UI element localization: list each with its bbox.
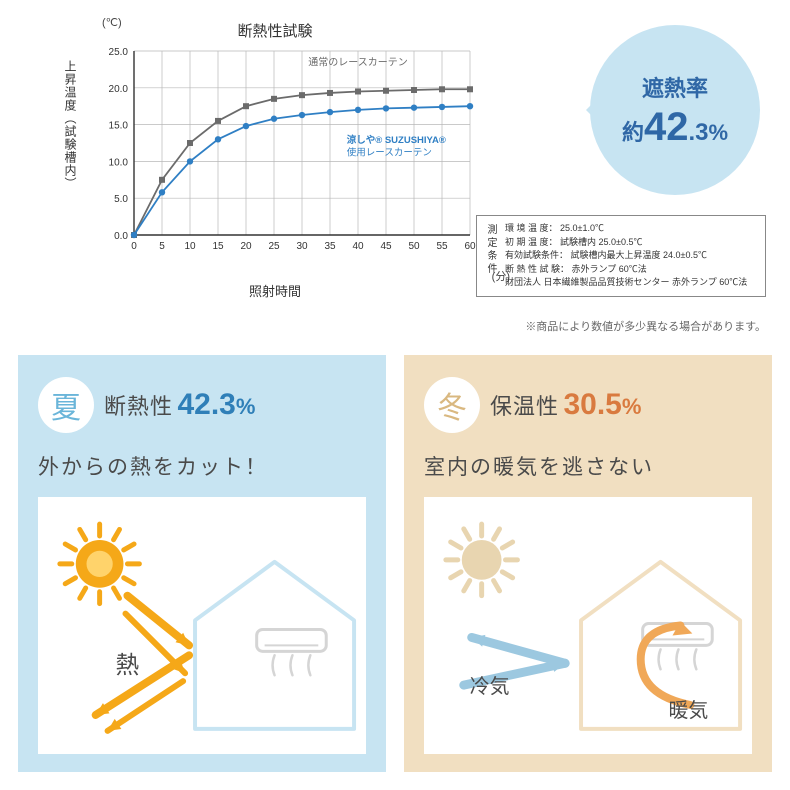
bubble-value: 約42.3% <box>622 105 728 150</box>
summer-value: 42.3 <box>177 388 235 421</box>
bubble-int: 42 <box>644 105 689 149</box>
svg-text:15: 15 <box>212 241 224 252</box>
chart-area: 断熱性試験 (℃) 上昇温度（試験槽内） 0.05.010.015.020.02… <box>70 20 480 270</box>
svg-text:50: 50 <box>408 241 420 252</box>
x-axis-label: 照射時間 <box>70 281 480 300</box>
conditions-label: 測定条件 <box>483 224 498 276</box>
winter-card: 冬 保温性 30.5% 室内の暖気を逃さない 冷気暖気 <box>404 355 772 772</box>
svg-text:冷気: 冷気 <box>470 676 510 698</box>
bubble-dec: .3 <box>688 119 708 146</box>
svg-text:10: 10 <box>184 241 196 252</box>
svg-text:35: 35 <box>324 241 336 252</box>
svg-text:10.0: 10.0 <box>109 157 129 168</box>
summer-illustration: 熱 <box>38 497 366 754</box>
winter-value: 30.5 <box>563 388 621 421</box>
summer-head-text: 断熱性 42.3% <box>104 388 255 422</box>
summer-card: 夏 断熱性 42.3% 外からの熱をカット！ 熱 <box>18 355 386 772</box>
winter-svg: 冷気暖気 <box>424 497 752 754</box>
svg-text:0: 0 <box>131 241 137 252</box>
svg-text:通常のレースカーテン: 通常のレースカーテン <box>308 56 408 69</box>
summer-svg: 熱 <box>38 497 366 754</box>
svg-text:熱: 熱 <box>116 652 140 679</box>
winter-badge: 冬 <box>424 377 480 433</box>
chart-title: 断熱性試験 <box>70 20 480 41</box>
conditions-rows: 環 境 温 度： 25.0±1.0℃初 期 温 度： 試験槽内 25.0±0.5… <box>505 222 757 290</box>
y-axis-unit: (℃) <box>102 16 122 29</box>
winter-head: 冬 保温性 30.5% <box>424 377 752 433</box>
svg-text:55: 55 <box>436 241 448 252</box>
summer-subtitle: 外からの熱をカット！ <box>38 451 366 481</box>
condition-row: 環 境 温 度： 25.0±1.0℃ <box>505 222 757 236</box>
bottom-section: 夏 断熱性 42.3% 外からの熱をカット！ 熱 冬 保温性 30.5% 室内の… <box>18 355 772 772</box>
condition-row: 初 期 温 度： 試験槽内 25.0±0.5℃ <box>505 236 757 250</box>
winter-head-text: 保温性 30.5% <box>490 388 641 422</box>
svg-text:25.0: 25.0 <box>109 47 129 58</box>
svg-text:20: 20 <box>240 241 252 252</box>
summer-pct: % <box>236 394 256 419</box>
svg-text:5: 5 <box>159 241 165 252</box>
condition-row: 有効試験条件： 試験槽内最大上昇温度 24.0±0.5℃ <box>505 249 757 263</box>
winter-pct: % <box>622 394 642 419</box>
svg-text:使用レースカーテン: 使用レースカーテン <box>347 147 432 159</box>
svg-text:20.0: 20.0 <box>109 84 129 95</box>
condition-row: 断 熱 性 試 験： 赤外ランプ 60℃法 <box>505 263 757 277</box>
svg-text:涼しや® SUZUSHIYA®: 涼しや® SUZUSHIYA® <box>347 134 446 146</box>
svg-text:30: 30 <box>296 241 308 252</box>
summer-badge: 夏 <box>38 377 94 433</box>
bubble-approx: 約 <box>622 120 644 145</box>
summer-head: 夏 断熱性 42.3% <box>38 377 366 433</box>
disclaimer-text: ※商品により数値が多少異なる場合があります。 <box>525 318 766 334</box>
y-axis-label: 上昇温度（試験槽内） <box>62 60 79 190</box>
bubble-title: 遮熱率 <box>642 71 708 103</box>
svg-text:60: 60 <box>464 241 476 252</box>
svg-text:暖気: 暖気 <box>669 700 709 722</box>
measurement-conditions: 測定条件 環 境 温 度： 25.0±1.0℃初 期 温 度： 試験槽内 25.… <box>476 215 766 297</box>
svg-text:45: 45 <box>380 241 392 252</box>
winter-illustration: 冷気暖気 <box>424 497 752 754</box>
heat-shield-bubble: 遮熱率 約42.3% <box>590 25 760 195</box>
top-section: 断熱性試験 (℃) 上昇温度（試験槽内） 0.0 5.0 10.0 15.0 20.0 2… <box>0 0 790 350</box>
svg-text:5.0: 5.0 <box>114 194 128 205</box>
winter-label: 保温性 <box>490 394 559 419</box>
svg-text:40: 40 <box>352 241 364 252</box>
line-chart-svg: 0.0 5.0 10.0 15.0 20.0 25.0 0 5 10 15 20 25 30 35 40 45… <box>100 45 480 255</box>
svg-text:25: 25 <box>268 241 280 252</box>
svg-text:15.0: 15.0 <box>109 121 129 132</box>
bubble-pct: % <box>708 120 728 145</box>
svg-text:0.0: 0.0 <box>114 231 128 242</box>
winter-subtitle: 室内の暖気を逃さない <box>424 451 752 481</box>
condition-row: 財団法人 日本繊維製品品質技術センター 赤外ランプ 60℃法 <box>505 276 757 290</box>
summer-label: 断熱性 <box>104 394 173 419</box>
